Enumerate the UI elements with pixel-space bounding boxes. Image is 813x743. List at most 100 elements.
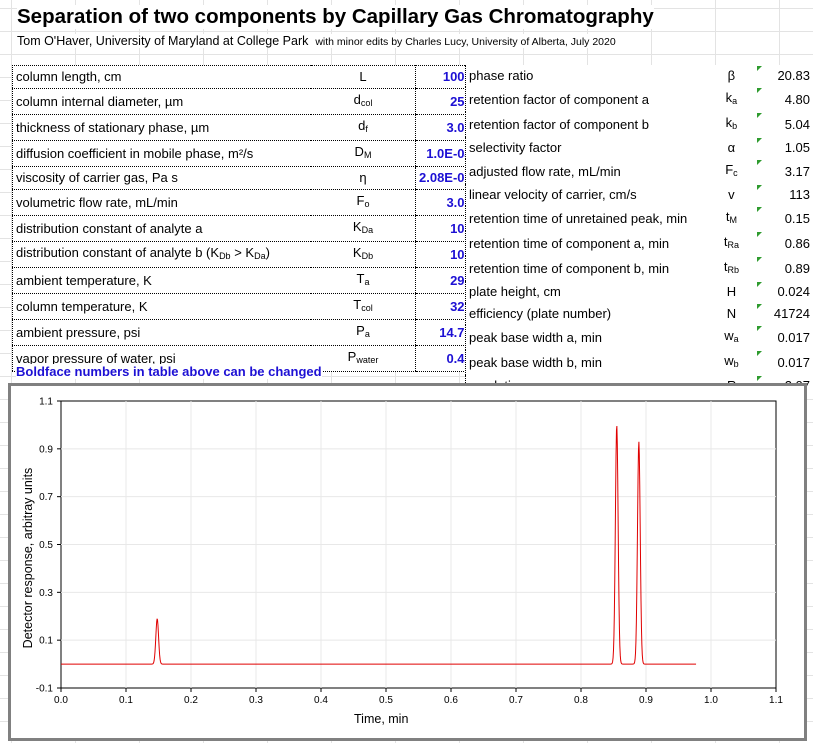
input-param-name: distribution constant of analyte b (KDb … (12, 241, 311, 268)
result-param-value: 3.17 (756, 159, 813, 184)
x-tick-label: 1.0 (704, 695, 718, 706)
page-title: Separation of two components by Capillar… (17, 5, 654, 29)
x-axis-label: Time, min (354, 712, 409, 726)
result-param-symbol: β (727, 68, 736, 83)
x-tick-label: 0.5 (379, 695, 393, 706)
x-tick-label: 0.3 (249, 695, 263, 706)
result-param-row: adjusted flow rate, mL/min Fc 3.17 (465, 159, 813, 184)
input-param-symbol: KDb (311, 241, 416, 268)
input-param-name: thickness of stationary phase, µm (12, 114, 311, 141)
result-param-value: 0.017 (756, 325, 813, 350)
input-param-value[interactable]: 1000 (415, 65, 476, 89)
result-param-value: 41724 (756, 303, 813, 325)
result-param-value: 0.86 (756, 231, 813, 256)
result-param-name: retention factor of component b (465, 112, 708, 137)
result-param-name: efficiency (plate number) (465, 303, 708, 325)
input-param-symbol: Ta (311, 267, 416, 294)
input-param-symbol: df (311, 114, 416, 141)
result-param-row: retention time of component a, min tRa 0.8… (465, 231, 813, 256)
y-axis-label: Detector response, arbitray units (21, 467, 35, 649)
result-param-symbol: α (727, 140, 736, 155)
x-tick-label: 0.9 (639, 695, 653, 706)
x-tick-label: 0.6 (444, 695, 458, 706)
result-param-symbol: tM (725, 209, 737, 225)
input-param-name: viscosity of carrier gas, Pa s (12, 166, 311, 190)
x-tick-label: 0.7 (509, 695, 523, 706)
y-tick-label: 0.1 (39, 636, 53, 647)
result-param-symbol: kb (725, 115, 738, 131)
computed-results-table: phase ratio β 20.83 retention factor of com… (465, 65, 813, 397)
y-tick-label: 0.5 (39, 540, 53, 551)
result-param-symbol: ka (725, 90, 738, 106)
input-param-name: column internal diameter, µm (12, 88, 311, 115)
result-param-value: 5.04 (756, 112, 813, 137)
input-param-row: viscosity of carrier gas, Pa s η 2.08E-05 (12, 166, 476, 190)
input-param-symbol: dcol (311, 88, 416, 115)
result-param-symbol: H (726, 284, 737, 299)
result-param-symbol: tRa (723, 234, 739, 250)
input-param-symbol: Pwater (311, 345, 416, 372)
result-param-row: plate height, cm H 0.024 (465, 281, 813, 303)
result-param-name: linear velocity of carrier, cm/s (465, 184, 708, 206)
input-param-symbol: L (311, 65, 416, 89)
input-param-row: distribution constant of analyte a KDa 100 (12, 215, 476, 242)
result-param-name: phase ratio (465, 65, 708, 87)
result-param-name: retention time of component a, min (465, 231, 708, 256)
y-tick-label: 1.1 (39, 397, 53, 408)
result-param-row: peak base width b, min wb 0.017 (465, 350, 813, 375)
result-param-name: retention factor of component a (465, 87, 708, 112)
input-param-name: diffusion coefficient in mobile phase, m… (12, 140, 311, 167)
result-param-symbol: wa (724, 328, 739, 344)
input-param-row: column length, cm L 1000 (12, 65, 476, 89)
input-param-name: ambient pressure, psi (12, 319, 311, 346)
author-line: Tom O'Haver, University of Maryland at C… (17, 34, 616, 48)
result-param-row: peak base width a, min wa 0.017 (465, 325, 813, 350)
input-param-row: diffusion coefficient in mobile phase, m… (12, 140, 476, 167)
editable-note: Boldface numbers in table above can be c… (16, 364, 322, 379)
x-tick-label: 0.8 (574, 695, 588, 706)
result-param-symbol: wb (724, 353, 739, 369)
input-param-symbol: KDa (311, 215, 416, 242)
input-param-row: ambient pressure, psi Pa 14.70 (12, 319, 476, 346)
result-param-row: selectivity factor α 1.05 (465, 137, 813, 159)
result-param-row: retention time of component b, min tRb 0.8… (465, 256, 813, 281)
input-param-symbol: Tcol (311, 293, 416, 320)
input-param-symbol: Fo (311, 189, 416, 216)
result-param-name: peak base width b, min (465, 350, 708, 375)
y-tick-label: 0.3 (39, 588, 53, 599)
chromatogram-chart: 0.0 0.1 0.2 0.3 0.4 0.5 0.6 0.7 0.8 0.9 1.0 1.1 -0.1… (8, 383, 807, 741)
input-param-symbol: DM (311, 140, 416, 167)
input-param-row: column temperature, K Tcol 323 (12, 293, 476, 320)
input-param-row: volumetric flow rate, mL/min Fo 3.00 (12, 189, 476, 216)
input-param-name: ambient temperature, K (12, 267, 311, 294)
result-param-name: selectivity factor (465, 137, 708, 159)
result-param-value: 4.80 (756, 87, 813, 112)
result-param-symbol: N (726, 306, 737, 321)
input-param-name: column temperature, K (12, 293, 311, 320)
y-tick-label: 0.9 (39, 444, 53, 455)
y-tick-label: -0.1 (36, 684, 54, 695)
input-parameters-table: column length, cm L 1000 column internal di… (12, 65, 476, 372)
chart-svg: 0.0 0.1 0.2 0.3 0.4 0.5 0.6 0.7 0.8 0.9 1.0 1.1 -0.1… (36, 397, 784, 707)
author: Tom O'Haver, University of Maryland at C… (17, 34, 309, 48)
result-param-row: linear velocity of carrier, cm/s v 113 (465, 184, 813, 206)
input-param-row: column internal diameter, µm dcol 250 (12, 88, 476, 115)
result-param-row: retention time of unretained peak, min tM… (465, 206, 813, 231)
input-param-name: volumetric flow rate, mL/min (12, 189, 311, 216)
detector-trace (61, 425, 697, 665)
result-param-symbol: Fc (725, 162, 738, 178)
input-param-symbol: Pa (311, 319, 416, 346)
result-param-name: retention time of component b, min (465, 256, 708, 281)
input-param-name: distribution constant of analyte a (12, 215, 311, 242)
x-tick-label: 0.1 (119, 695, 133, 706)
result-param-row: phase ratio β 20.83 (465, 65, 813, 87)
result-param-value: 0.15 (756, 206, 813, 231)
result-param-name: adjusted flow rate, mL/min (465, 159, 708, 184)
x-tick-label: 0.2 (184, 695, 198, 706)
y-tick-label: 0.7 (39, 492, 53, 503)
result-param-name: plate height, cm (465, 281, 708, 303)
result-param-row: efficiency (plate number) N 41724 (465, 303, 813, 325)
result-param-value: 113 (756, 184, 813, 206)
input-param-name: column length, cm (12, 65, 311, 89)
x-tick-label: 0.0 (54, 695, 68, 706)
